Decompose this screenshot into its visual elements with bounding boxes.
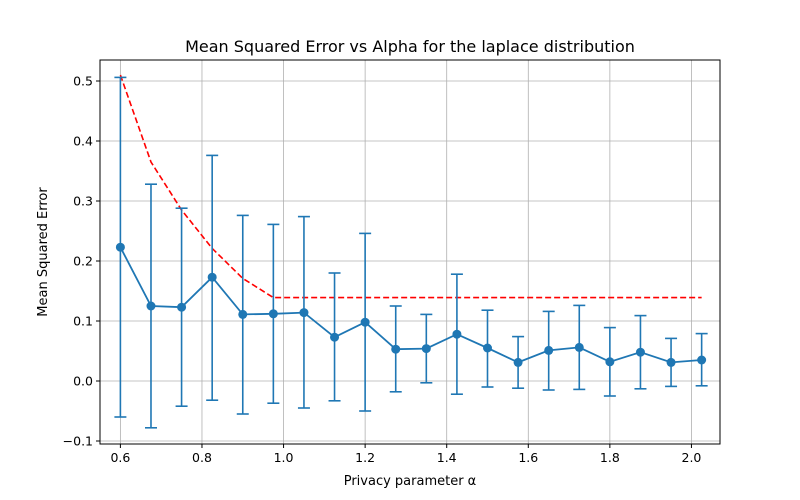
y-tick-label: 0.1 (73, 314, 93, 329)
data-point (207, 272, 217, 282)
y-tick-label: 0.5 (73, 74, 93, 89)
x-tick-label: 1.6 (518, 450, 538, 465)
x-axis-label: Privacy parameter α (344, 474, 477, 489)
data-point (483, 343, 492, 353)
chart-title: Mean Squared Error vs Alpha for the lapl… (185, 37, 635, 56)
y-axis-label: Mean Squared Error (36, 187, 51, 317)
y-tick-label: 0.3 (73, 194, 93, 209)
data-point (360, 317, 370, 327)
data-point (452, 329, 462, 339)
data-point (268, 309, 278, 319)
y-tick-label: 0.0 (73, 374, 93, 389)
x-tick-label: 0.8 (192, 450, 212, 465)
x-tick-label: 1.4 (437, 450, 457, 465)
plot-area (114, 74, 708, 429)
data-point (391, 344, 401, 354)
y-tick-label: 0.4 (73, 134, 93, 149)
data-point (146, 301, 156, 311)
x-tick-label: 0.6 (110, 450, 130, 465)
x-tick-label: 1.8 (600, 450, 620, 465)
data-point (330, 332, 340, 342)
y-tick-label: 0.2 (73, 254, 93, 269)
x-tick-label: 2.0 (682, 450, 702, 465)
data-point (635, 347, 645, 357)
data-point (238, 309, 248, 319)
data-point (299, 308, 309, 318)
data-point (177, 302, 187, 312)
data-point (421, 344, 431, 354)
y-tick-label: −0.1 (63, 434, 93, 449)
data-point (544, 345, 554, 355)
data-point (115, 242, 125, 252)
data-point (697, 355, 707, 365)
x-tick-label: 1.0 (274, 450, 294, 465)
y-axis: −0.1 0.0 0.1 0.2 0.3 0.4 0.5 (63, 74, 100, 449)
x-tick-label: 1.2 (355, 450, 375, 465)
data-point (666, 357, 676, 367)
dashed-series-line (119, 74, 702, 299)
x-axis: 0.6 0.8 1.0 1.2 1.4 1.6 1.8 2.0 (110, 444, 701, 465)
data-point (605, 357, 615, 367)
axes-frame (99, 59, 721, 445)
mean-series-line (119, 246, 702, 364)
data-point (574, 342, 584, 352)
data-point (513, 357, 523, 367)
grid (100, 60, 720, 444)
